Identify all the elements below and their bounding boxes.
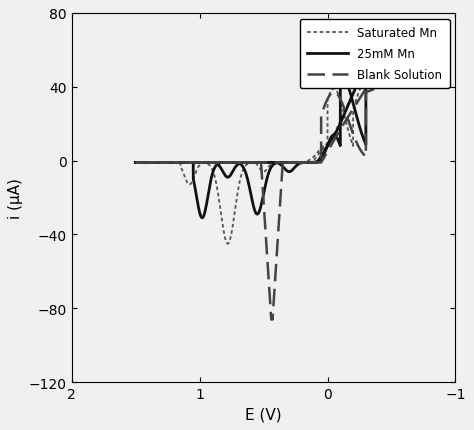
- 25mM Mn: [187, 160, 192, 166]
- Saturated Mn: [378, 64, 384, 70]
- Saturated Mn: [337, 98, 343, 103]
- Saturated Mn: [133, 160, 138, 166]
- Line: 25mM Mn: 25mM Mn: [136, 67, 385, 218]
- 25mM Mn: [315, 160, 320, 165]
- Y-axis label: i (μA): i (μA): [9, 178, 23, 218]
- Saturated Mn: [361, 79, 367, 84]
- Blank Solution: [133, 160, 138, 166]
- 25mM Mn: [339, 73, 345, 78]
- Blank Solution: [288, 160, 293, 166]
- Blank Solution: [358, 148, 364, 154]
- Legend: Saturated Mn, 25mM Mn, Blank Solution: Saturated Mn, 25mM Mn, Blank Solution: [300, 20, 449, 89]
- Saturated Mn: [374, 69, 379, 74]
- Saturated Mn: [225, 242, 230, 247]
- 25mM Mn: [200, 216, 205, 221]
- Blank Solution: [306, 160, 311, 166]
- 25mM Mn: [133, 160, 138, 166]
- Blank Solution: [133, 160, 138, 166]
- 25mM Mn: [133, 160, 138, 166]
- Blank Solution: [205, 160, 211, 166]
- 25mM Mn: [382, 64, 388, 70]
- Blank Solution: [180, 160, 186, 166]
- 25mM Mn: [349, 97, 355, 102]
- Saturated Mn: [183, 177, 189, 182]
- Blank Solution: [268, 317, 274, 322]
- Line: Blank Solution: Blank Solution: [136, 86, 385, 320]
- Blank Solution: [173, 160, 179, 166]
- Line: Saturated Mn: Saturated Mn: [136, 67, 381, 244]
- X-axis label: E (V): E (V): [245, 407, 282, 422]
- Saturated Mn: [317, 147, 323, 153]
- 25mM Mn: [379, 65, 385, 70]
- Saturated Mn: [347, 135, 353, 140]
- Saturated Mn: [133, 160, 138, 166]
- 25mM Mn: [364, 78, 370, 83]
- Blank Solution: [382, 83, 388, 88]
